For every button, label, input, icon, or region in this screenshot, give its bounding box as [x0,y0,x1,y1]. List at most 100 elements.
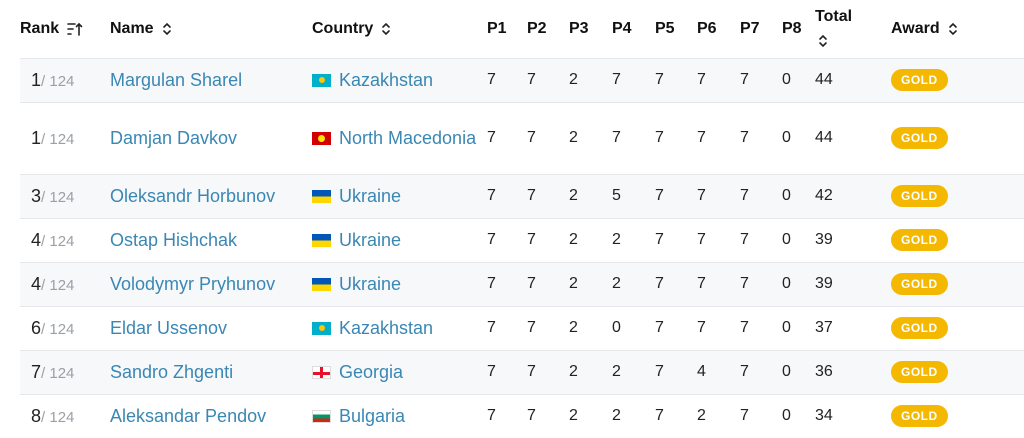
participant-name-link[interactable]: Damjan Davkov [110,127,238,148]
name-cell: Damjan Davkov [110,101,312,174]
problem-6-score: 7 [697,101,740,174]
header-p7: P7 [740,19,760,37]
problem-5-score: 7 [655,305,697,350]
problem-8-score: 0 [782,101,815,174]
participant-name-link[interactable]: Oleksandr Horbunov [110,185,276,206]
problem-2-score: 7 [527,173,569,218]
header-award[interactable]: Award [891,0,1024,58]
table-row: 1/ 124 Damjan Davkov North Macedonia 7 7 2 7 7 7… [20,101,1024,174]
problem-8-score: 0 [782,173,815,218]
problem-4-score: 2 [612,261,655,306]
name-cell: Sandro Zhgenti [110,349,312,394]
header-row: Rank Name Country P1 P2 P3 P4 P5 P6 P7 P… [20,0,1024,58]
award-badge: GOLD [891,273,948,295]
country-link[interactable]: Kazakhstan [339,70,434,90]
problem-7-score: 7 [740,173,782,218]
problem-8-score: 0 [782,57,815,102]
total-score: 44 [815,57,891,102]
sort-icon[interactable] [818,34,828,48]
country-cell: Ukraine [312,261,487,306]
problem-7-score: 7 [740,217,782,262]
problem-5-score: 7 [655,349,697,394]
sort-desc-icon[interactable] [67,22,83,36]
rank-cell: 1/ 124 [20,101,110,174]
problem-7-score: 7 [740,305,782,350]
participant-name-link[interactable]: Volodymyr Pryhunov [110,273,276,294]
flag-ua-icon [312,189,331,203]
problem-3-score: 2 [569,217,612,262]
rank-of-total: / 124 [41,276,75,294]
name-cell: Volodymyr Pryhunov [110,261,312,306]
country-link[interactable]: Georgia [339,362,404,382]
rank-of-total: / 124 [41,408,75,426]
header-total[interactable]: Total [815,0,891,58]
sort-icon[interactable] [162,22,172,36]
country-cell: Georgia [312,349,487,394]
problem-3-score: 2 [569,349,612,394]
country-link[interactable]: Kazakhstan [339,318,434,338]
problem-2-score: 7 [527,261,569,306]
problem-5-score: 7 [655,261,697,306]
country-link[interactable]: Ukraine [339,186,402,206]
rank-of-total: / 124 [41,364,75,382]
rank-value: 8 [31,405,42,426]
table-row: 4/ 124 Volodymyr Pryhunov Ukraine 7 7 2 2 7 7 7 0 3… [20,261,1024,306]
rank-of-total: / 124 [41,130,75,148]
header-name[interactable]: Name [110,0,312,58]
award-cell: GOLD [891,57,1024,102]
country-link[interactable]: Bulgaria [339,406,406,427]
problem-1-score: 7 [487,57,527,102]
country-cell: Ukraine [312,217,487,262]
flag-bg-icon [312,409,331,423]
participant-name-link[interactable]: Sandro Zhgenti [110,361,234,382]
header-name-label: Name [110,19,154,37]
name-cell: Aleksandar Pendov [110,393,312,438]
total-score: 42 [815,173,891,218]
header-rank[interactable]: Rank [20,0,110,58]
country-cell: Ukraine [312,173,487,218]
country-link[interactable]: Ukraine [339,230,402,250]
award-badge: GOLD [891,69,948,91]
rank-of-total: / 124 [41,232,75,250]
problem-4-score: 2 [612,393,655,438]
problem-1-score: 7 [487,173,527,218]
problem-1-score: 7 [487,101,527,174]
flag-ua-icon [312,233,331,247]
rank-cell: 3/ 124 [20,173,110,218]
rank-cell: 6/ 124 [20,305,110,350]
header-p1: P1 [487,19,507,37]
country-link[interactable]: Ukraine [339,274,402,294]
problem-6-score: 7 [697,173,740,218]
rank-value: 4 [31,229,42,250]
award-badge: GOLD [891,405,948,428]
problem-4-score: 2 [612,349,655,394]
problem-8-score: 0 [782,393,815,438]
problem-6-score: 7 [697,305,740,350]
header-p3: P3 [569,19,589,37]
problem-1-score: 7 [487,393,527,438]
header-country[interactable]: Country [312,0,487,58]
problem-1-score: 7 [487,349,527,394]
flag-ua-icon [312,277,331,291]
participant-name-link[interactable]: Eldar Ussenov [110,317,228,338]
table-row: 8/ 124 Aleksandar Pendov Bulgaria 7 7 2 2 7 2 7 0 3… [20,393,1024,438]
country-cell: Kazakhstan [312,57,487,102]
sort-icon[interactable] [381,22,391,36]
country-link[interactable]: North Macedonia [339,128,477,148]
participant-name-link[interactable]: Aleksandar Pendov [110,405,267,426]
participant-name-link[interactable]: Ostap Hishchak [110,229,238,250]
problem-5-score: 7 [655,57,697,102]
problem-2-score: 7 [527,217,569,262]
rank-value: 4 [31,273,42,294]
flag-kz-icon [312,321,331,335]
participant-name-link[interactable]: Margulan Sharel [110,69,243,90]
name-cell: Ostap Hishchak [110,217,312,262]
problem-2-score: 7 [527,101,569,174]
country-cell: Kazakhstan [312,305,487,350]
problem-7-score: 7 [740,101,782,174]
header-p6: P6 [697,19,717,37]
problem-1-score: 7 [487,305,527,350]
award-cell: GOLD [891,101,1024,174]
table-row: 6/ 124 Eldar Ussenov Kazakhstan 7 7 2 0 7 7 7 0 37 G… [20,305,1024,350]
sort-icon[interactable] [948,22,958,36]
